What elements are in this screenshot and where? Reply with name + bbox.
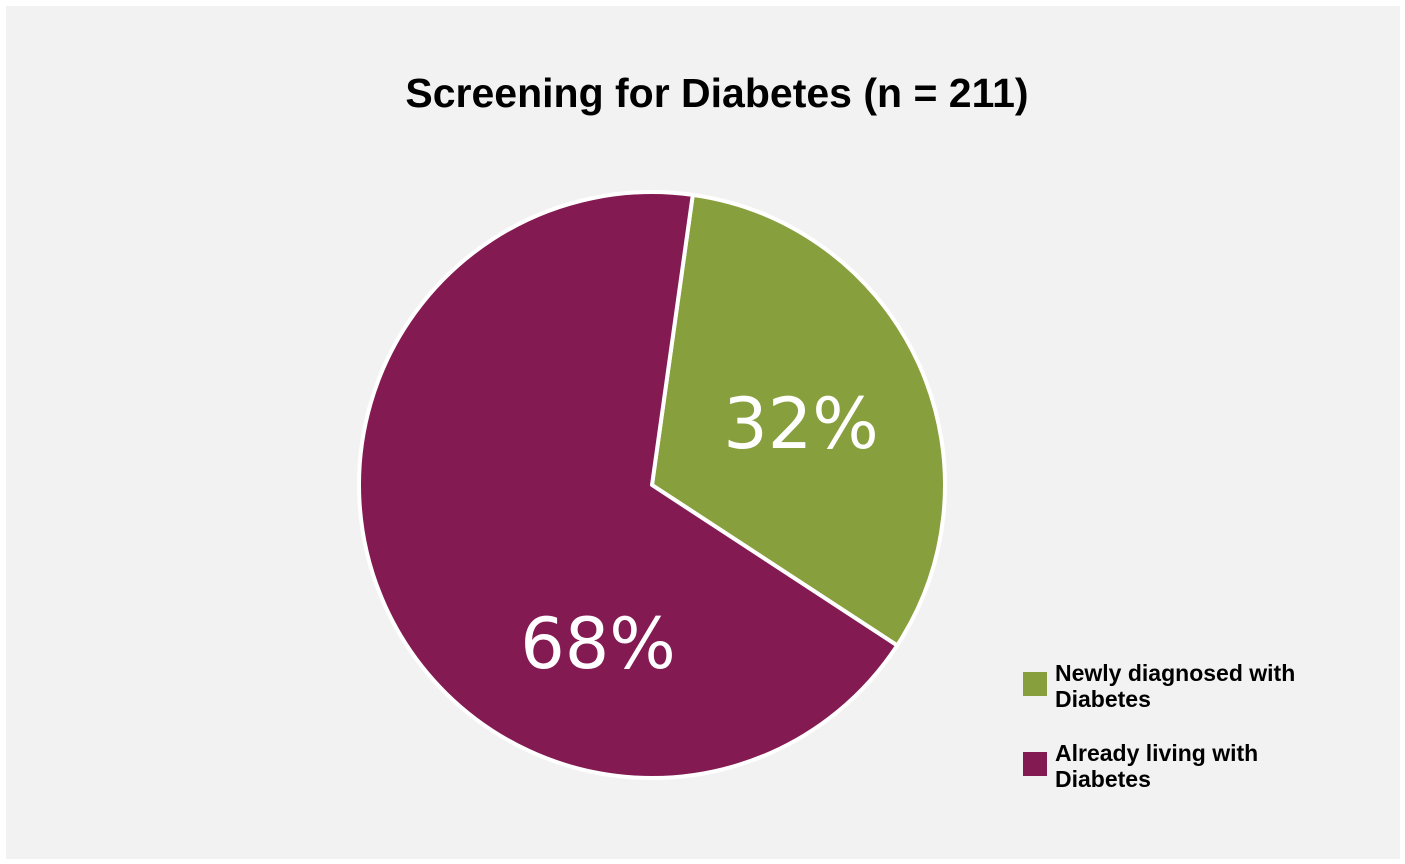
legend: Newly diagnosed with Diabetes Already li… (1017, 660, 1347, 820)
legend-label-already-living: Already living with Diabetes (1055, 740, 1259, 792)
pie-slices (357, 190, 947, 780)
chart-title: Screening for Diabetes (n = 211) (405, 70, 1029, 116)
pie-slice-already-living (357, 190, 900, 780)
legend-swatch-newly-diagnosed (1023, 672, 1047, 696)
pie-label-already-living: 68% (520, 603, 676, 685)
pie-label-newly-diagnosed: 32% (723, 383, 879, 465)
legend-item-newly-diagnosed: Newly diagnosed with Diabetes (1017, 660, 1347, 740)
legend-item-already-living: Already living with Diabetes (1017, 740, 1347, 820)
pie-labels: 32% 68% (520, 383, 879, 685)
legend-label-newly-diagnosed: Newly diagnosed with Diabetes (1055, 660, 1296, 712)
legend-swatch-already-living (1023, 752, 1047, 776)
